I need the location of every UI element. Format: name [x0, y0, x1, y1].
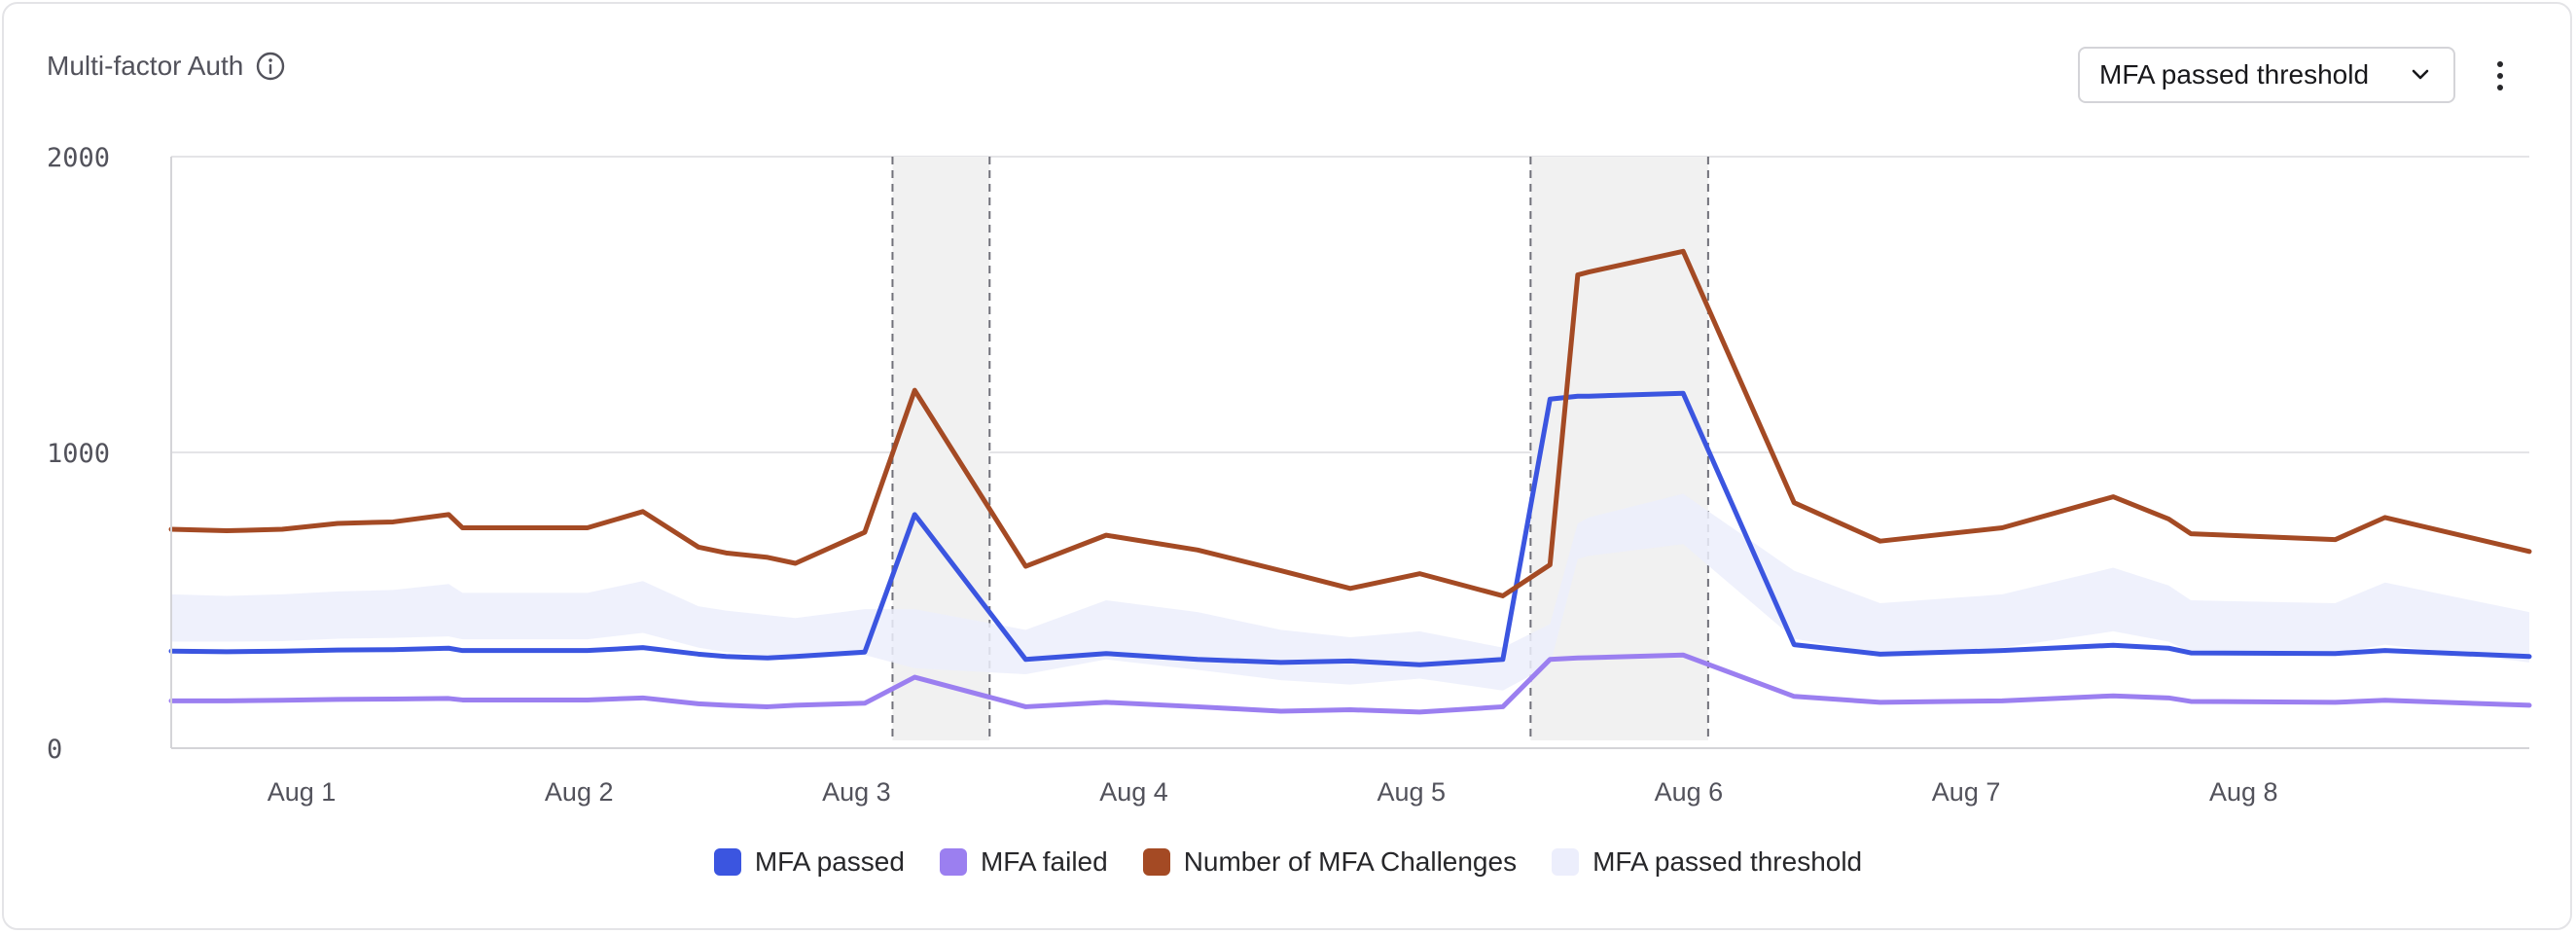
legend-swatch: [939, 848, 967, 876]
chart-title: Multi-factor Auth: [47, 51, 244, 81]
grid-layer: [171, 156, 2529, 453]
legend-item[interactable]: MFA passed threshold: [1552, 846, 1862, 878]
legend-item[interactable]: Number of MFA Challenges: [1142, 846, 1518, 878]
legend-label: Number of MFA Challenges: [1183, 846, 1518, 877]
x-tick-label: Aug 5: [1377, 777, 1446, 807]
x-tick-label: Aug 3: [822, 777, 891, 807]
x-tick-label: Aug 4: [1099, 777, 1168, 807]
info-icon[interactable]: [255, 51, 286, 82]
line-chart: 2000 1000 0 Aug 1 Aug 2 Aug 3 Aug 4 Aug 5 Aug 6 A…: [47, 143, 2532, 807]
threshold-dropdown[interactable]: MFA passed threshold: [2078, 47, 2455, 103]
legend-label: MFA passed: [754, 846, 905, 877]
x-tick-label: Aug 6: [1655, 777, 1724, 807]
legend-label: MFA failed: [980, 846, 1108, 877]
x-tick-label: Aug 7: [1932, 777, 2001, 807]
legend-item[interactable]: MFA passed: [713, 846, 905, 878]
x-tick-label: Aug 2: [545, 777, 614, 807]
axis-layer: 2000 1000 0 Aug 1 Aug 2 Aug 3 Aug 4 Aug 5 Aug 6 A…: [47, 143, 2529, 807]
legend-label: MFA passed threshold: [1592, 846, 1863, 877]
legend-swatch: [713, 848, 741, 876]
x-tick-label: Aug 8: [2209, 777, 2278, 807]
series-line-number-of-mfa-challenges: [168, 248, 2532, 598]
series-line-mfa-failed: [168, 652, 2532, 715]
series-band-mfa-passed-threshold: [171, 493, 2529, 691]
band-layer: [171, 493, 2529, 691]
more-vertical-icon[interactable]: [2481, 54, 2520, 97]
y-tick-label: 2000: [47, 143, 110, 173]
legend-swatch: [1142, 848, 1170, 876]
chart-legend: MFA passed MFA failed Number of MFA Challe…: [0, 846, 2576, 878]
chevron-down-icon: [2412, 69, 2429, 80]
series-line-mfa-passed: [168, 390, 2532, 667]
y-tick-label: 1000: [47, 439, 110, 469]
legend-swatch: [1552, 848, 1580, 876]
x-tick-label: Aug 1: [268, 777, 337, 807]
legend-item[interactable]: MFA failed: [939, 846, 1108, 878]
dropdown-selected-value: MFA passed threshold: [2099, 59, 2370, 90]
line-layer: [168, 248, 2532, 715]
chart-title-group: Multi-factor Auth: [47, 51, 286, 82]
y-tick-label: 0: [47, 735, 62, 765]
